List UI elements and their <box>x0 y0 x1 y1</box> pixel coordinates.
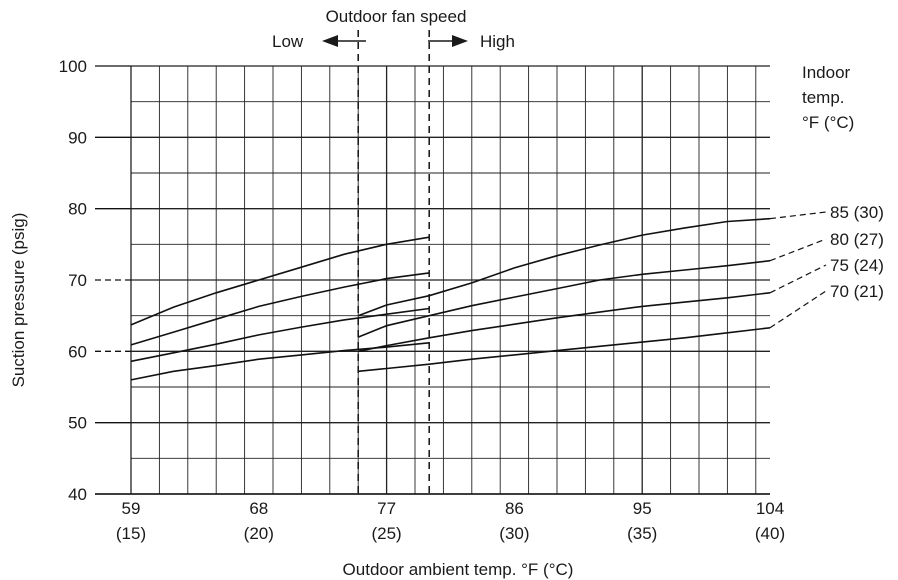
y-tick-label: 40 <box>68 485 87 504</box>
series-line-low-speed <box>130 307 430 363</box>
legend-title-line-3: °F (°C) <box>802 113 854 132</box>
y-tick-label: 100 <box>59 57 87 76</box>
fan-speed-title: Outdoor fan speed <box>326 7 467 26</box>
fan-speed-high-label: High <box>480 32 515 51</box>
y-tick-label: 80 <box>68 200 87 219</box>
fan-speed-low-label: Low <box>272 32 304 51</box>
x-tick-label-celsius: (35) <box>627 524 657 543</box>
x-tick-label-celsius: (30) <box>499 524 529 543</box>
series-line-low-speed <box>130 236 430 326</box>
series-line-high-speed <box>357 259 771 338</box>
x-tick-label: 95 <box>633 499 652 518</box>
y-tick-label: 50 <box>68 414 87 433</box>
series-line-high-speed <box>357 217 771 317</box>
axes: 40 50 60 70 80 90 100 59 (15) 68 (20) 77 (25) 86 (30) 9… <box>59 57 785 543</box>
legend-title-line-1: Indoor <box>802 63 851 82</box>
arrow-right-icon <box>428 35 468 47</box>
y-axis-title: Suction pressure (psig) <box>9 213 28 388</box>
series-label: 70 (21) <box>830 282 884 301</box>
series-line-low-speed <box>130 272 430 346</box>
series-leader-line <box>769 264 827 294</box>
y-tick-label: 70 <box>68 271 87 290</box>
series-lines: 85 (30) 80 (27) 75 (24) 70 (21) <box>130 203 884 381</box>
series-label: 80 (27) <box>830 230 884 249</box>
series-line-high-speed <box>358 292 771 353</box>
y-tick-label: 90 <box>68 128 87 147</box>
x-tick-label: 68 <box>249 499 268 518</box>
x-tick-label: 104 <box>756 499 784 518</box>
x-tick-label-celsius: (25) <box>371 524 401 543</box>
x-tick-label: 59 <box>122 499 141 518</box>
x-tick-label-celsius: (20) <box>244 524 274 543</box>
x-tick-label: 86 <box>505 499 524 518</box>
x-tick-label: 77 <box>377 499 396 518</box>
fan-speed-indicator: Outdoor fan speed Low High <box>272 7 515 51</box>
x-tick-label-celsius: (15) <box>116 524 146 543</box>
series-leader-line <box>769 290 827 329</box>
arrow-left-icon <box>322 35 366 47</box>
grid <box>130 65 770 495</box>
series-line-low-speed <box>130 342 430 381</box>
x-axis-title: Outdoor ambient temp. °F (°C) <box>343 560 574 579</box>
x-tick-label-celsius: (40) <box>755 524 785 543</box>
legend: Indoor temp. °F (°C) <box>802 63 854 132</box>
series-label: 85 (30) <box>830 203 884 222</box>
series-label: 75 (24) <box>830 256 884 275</box>
y-tick-label: 60 <box>68 342 87 361</box>
series-line-high-speed <box>358 327 771 373</box>
legend-title-line-2: temp. <box>802 88 845 107</box>
series-leader-line <box>769 238 827 262</box>
fan-speed-switch-lines <box>357 30 430 494</box>
